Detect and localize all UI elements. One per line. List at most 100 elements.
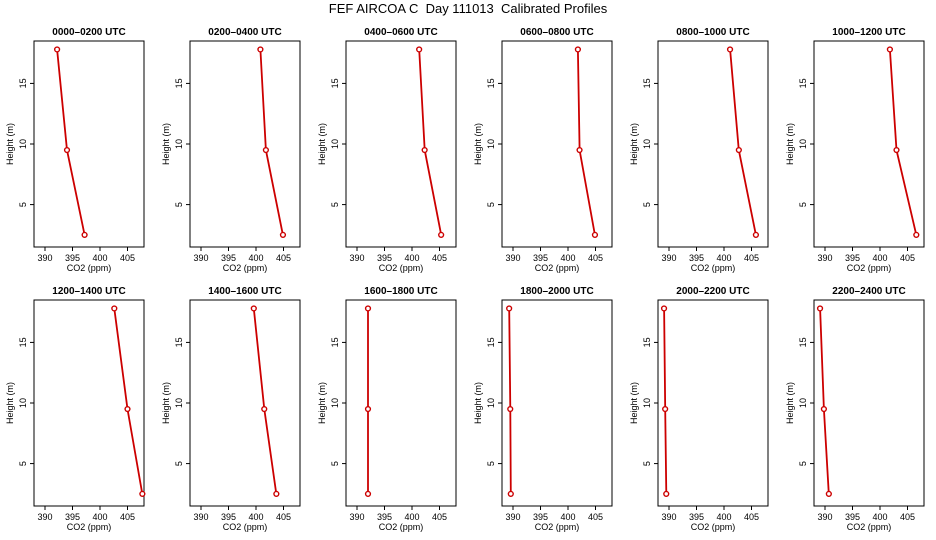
x-tick-label: 395 bbox=[533, 253, 548, 263]
x-tick-label: 390 bbox=[37, 512, 52, 522]
y-tick-label: 15 bbox=[798, 78, 808, 88]
series-line bbox=[663, 308, 668, 494]
x-tick-label: 405 bbox=[900, 253, 915, 263]
y-tick-label: 5 bbox=[798, 461, 808, 466]
y-tick-label: 10 bbox=[798, 398, 808, 408]
plot-frame bbox=[501, 40, 613, 248]
y-tick-label: 15 bbox=[174, 337, 184, 347]
profile-panel: 1000–1200 UTC 390 395 400 405 5 10 15 CO2 (ppm) H… bbox=[785, 27, 925, 273]
y-axis-label: Height (m) bbox=[5, 382, 15, 424]
profile-panel: 2000–2200 UTC 390 395 400 405 5 10 15 CO2 (ppm) H… bbox=[629, 286, 769, 532]
series-line bbox=[252, 308, 278, 495]
x-tick-label: 395 bbox=[533, 512, 548, 522]
data-point bbox=[124, 405, 131, 413]
y-axis-label: Height (m) bbox=[317, 382, 327, 424]
y-tick-label: 10 bbox=[330, 398, 340, 408]
panel-title: 0600–0800 UTC bbox=[520, 27, 593, 38]
data-point bbox=[262, 146, 270, 154]
profile-panel: 0200–0400 UTC 390 395 400 405 5 10 15 CO2 (ppm) H… bbox=[161, 27, 301, 273]
x-tick-label: 400 bbox=[248, 512, 263, 522]
x-axis-label: CO2 (ppm) bbox=[847, 522, 892, 532]
data-point bbox=[364, 305, 372, 312]
y-tick-label: 5 bbox=[642, 202, 652, 207]
x-tick-label: 400 bbox=[92, 253, 107, 263]
y-axis-label: Height (m) bbox=[629, 123, 639, 165]
data-point bbox=[421, 146, 428, 154]
series-line bbox=[113, 308, 144, 495]
x-axis-label: CO2 (ppm) bbox=[223, 522, 268, 532]
profile-panel: 2200–2400 UTC 390 395 400 405 5 10 15 CO2 (ppm) H… bbox=[785, 286, 925, 532]
x-tick-label: 390 bbox=[349, 253, 364, 263]
data-point bbox=[250, 305, 257, 312]
data-point bbox=[825, 490, 832, 497]
x-tick-label: 395 bbox=[845, 253, 860, 263]
y-tick-label: 15 bbox=[18, 337, 28, 347]
x-tick-label: 400 bbox=[872, 512, 887, 522]
data-point bbox=[81, 231, 88, 238]
data-point bbox=[752, 231, 760, 238]
data-point bbox=[507, 405, 514, 413]
series-line bbox=[889, 49, 918, 236]
y-tick-label: 5 bbox=[486, 202, 496, 207]
y-tick-label: 10 bbox=[486, 139, 496, 149]
x-tick-label: 405 bbox=[432, 512, 447, 522]
x-tick-label: 400 bbox=[560, 253, 575, 263]
data-point bbox=[63, 146, 71, 154]
panel-title: 1000–1200 UTC bbox=[832, 27, 905, 38]
panel-title: 0800–1000 UTC bbox=[676, 27, 749, 38]
y-tick-label: 5 bbox=[486, 461, 496, 466]
x-tick-label: 390 bbox=[193, 512, 208, 522]
y-tick-label: 10 bbox=[330, 139, 340, 149]
y-tick-label: 10 bbox=[18, 398, 28, 408]
x-tick-label: 395 bbox=[689, 253, 704, 263]
x-tick-label: 405 bbox=[276, 253, 291, 263]
y-tick-label: 15 bbox=[330, 337, 340, 347]
series-line bbox=[729, 49, 757, 236]
data-point bbox=[816, 305, 824, 312]
y-tick-label: 15 bbox=[330, 78, 340, 88]
plot-frame bbox=[501, 299, 613, 507]
x-tick-label: 405 bbox=[588, 512, 603, 522]
profile-panel: 1800–2000 UTC 390 395 400 405 5 10 15 CO2 (ppm) H… bbox=[473, 286, 613, 532]
x-tick-label: 395 bbox=[377, 512, 392, 522]
data-point bbox=[279, 231, 287, 238]
y-tick-label: 5 bbox=[330, 202, 340, 207]
y-tick-label: 10 bbox=[18, 139, 28, 149]
data-point bbox=[111, 305, 118, 312]
y-tick-label: 5 bbox=[18, 202, 28, 207]
x-tick-label: 390 bbox=[661, 253, 676, 263]
data-point bbox=[576, 146, 583, 154]
data-point bbox=[913, 231, 920, 238]
data-point bbox=[273, 490, 280, 497]
data-point bbox=[591, 231, 599, 238]
profile-panel: 1400–1600 UTC 390 395 400 405 5 10 15 CO2 (ppm) H… bbox=[161, 286, 301, 532]
y-tick-label: 15 bbox=[174, 78, 184, 88]
data-point bbox=[886, 46, 894, 53]
y-tick-label: 15 bbox=[642, 337, 652, 347]
data-point bbox=[257, 46, 264, 53]
profile-panel: 0000–0200 UTC 390 395 400 405 5 10 15 CO2 (ppm) H… bbox=[5, 27, 145, 273]
y-tick-label: 5 bbox=[174, 461, 184, 466]
y-tick-label: 10 bbox=[642, 398, 652, 408]
x-tick-label: 405 bbox=[276, 512, 291, 522]
y-tick-label: 15 bbox=[798, 337, 808, 347]
figure-title: FEF AIRCOA C Day 111013 Calibrated Profi… bbox=[328, 1, 608, 16]
x-tick-label: 390 bbox=[505, 512, 520, 522]
y-axis-label: Height (m) bbox=[161, 123, 171, 165]
y-tick-label: 10 bbox=[174, 139, 184, 149]
series-line bbox=[819, 308, 830, 494]
data-point bbox=[893, 146, 900, 154]
x-axis-label: CO2 (ppm) bbox=[691, 522, 736, 532]
x-tick-label: 390 bbox=[193, 253, 208, 263]
y-axis-label: Height (m) bbox=[473, 123, 483, 165]
x-tick-label: 400 bbox=[560, 512, 575, 522]
x-tick-label: 390 bbox=[817, 512, 832, 522]
x-tick-label: 395 bbox=[845, 512, 860, 522]
y-tick-label: 5 bbox=[642, 461, 652, 466]
data-point bbox=[662, 405, 669, 413]
data-point bbox=[663, 490, 670, 497]
data-point bbox=[735, 146, 742, 154]
plot-frame bbox=[345, 299, 457, 507]
data-point bbox=[574, 46, 582, 53]
